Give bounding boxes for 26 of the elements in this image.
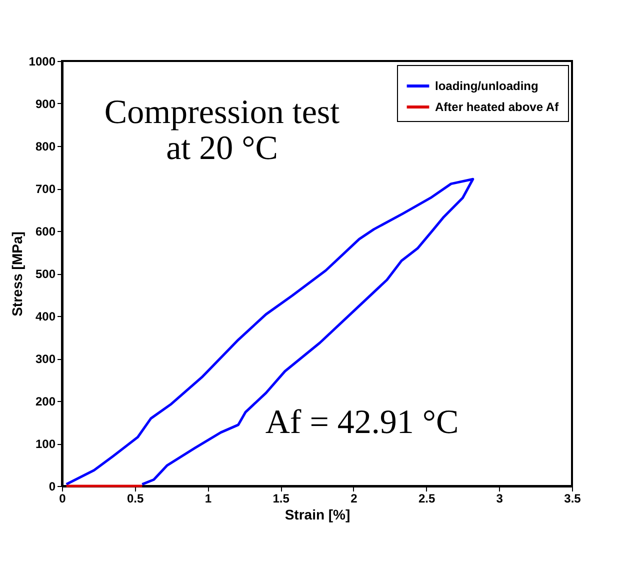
- x-tick-label: 2.5: [418, 492, 436, 506]
- y-tick-label: 800: [35, 140, 56, 154]
- x-tick-label: 0.5: [127, 492, 144, 506]
- y-tick-label: 600: [35, 224, 56, 238]
- x-tick-label: 3: [496, 492, 504, 506]
- line-series: [65, 178, 474, 486]
- legend-label: loading/unloading: [435, 79, 538, 93]
- y-tick-label: 300: [35, 352, 56, 366]
- x-axis-title: Strain [%]: [284, 506, 350, 522]
- y-tick-label: 0: [48, 480, 56, 494]
- y-tick-label: 200: [35, 394, 56, 408]
- legend-label: After heated above Af: [435, 100, 560, 114]
- y-tick-label: 500: [35, 267, 56, 281]
- annotation: Af = 42.91 °C: [265, 404, 459, 441]
- y-tick-label: 1000: [28, 54, 56, 68]
- x-tick-label: 2: [350, 492, 358, 506]
- y-tick-label: 100: [35, 437, 56, 451]
- annotation: Compression test at 20 °C: [104, 94, 340, 167]
- x-tick-label: 3.5: [564, 492, 582, 506]
- x-tick-label: 1.5: [272, 492, 290, 506]
- x-tick-label: 0: [59, 492, 66, 506]
- y-axis-title: Stress [MPa]: [8, 232, 25, 316]
- y-tick-label: 900: [35, 97, 56, 111]
- x-tick-label: 1: [204, 492, 212, 506]
- y-tick-label: 700: [35, 182, 56, 196]
- y-tick-label: 400: [35, 310, 56, 324]
